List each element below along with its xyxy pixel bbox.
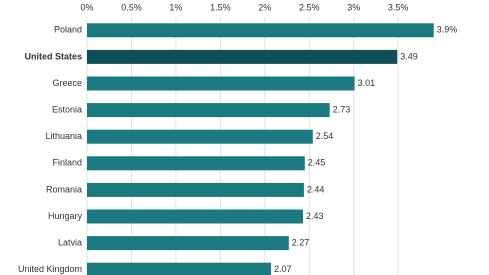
value-label: 2.45 bbox=[308, 158, 326, 168]
value-label: 2.07 bbox=[274, 264, 292, 274]
category-label: United Kingdom bbox=[18, 264, 82, 274]
bar bbox=[87, 49, 398, 64]
value-label: 2.27 bbox=[292, 237, 310, 247]
category-label: Hungary bbox=[48, 211, 83, 221]
category-label: United States bbox=[24, 51, 82, 61]
bar bbox=[87, 76, 355, 91]
value-label: 3.9% bbox=[437, 25, 458, 35]
value-label: 2.43 bbox=[306, 211, 324, 221]
bar bbox=[87, 129, 313, 144]
x-tick-label: 0% bbox=[80, 2, 93, 12]
x-tick-label: 3% bbox=[347, 2, 360, 12]
value-label: 3.01 bbox=[358, 78, 376, 88]
value-label: 2.54 bbox=[316, 131, 334, 141]
x-tick-label: 2.5% bbox=[299, 2, 320, 12]
x-tick-label: 3.5% bbox=[388, 2, 409, 12]
bar bbox=[87, 103, 330, 118]
bar bbox=[87, 236, 289, 251]
category-label: Estonia bbox=[52, 104, 82, 114]
category-label: Romania bbox=[46, 184, 82, 194]
value-label: 3.49 bbox=[400, 51, 418, 61]
bar bbox=[87, 182, 304, 197]
value-label: 2.73 bbox=[333, 104, 351, 114]
category-label: Finland bbox=[52, 158, 82, 168]
value-label: 2.44 bbox=[307, 184, 325, 194]
bar bbox=[87, 262, 272, 275]
bar bbox=[87, 209, 304, 224]
category-label: Greece bbox=[52, 78, 82, 88]
category-label: Poland bbox=[54, 25, 82, 35]
x-tick-label: 0.5% bbox=[121, 2, 142, 12]
x-tick-label: 2% bbox=[258, 2, 271, 12]
x-tick-label: 1.5% bbox=[210, 2, 231, 12]
category-label: Latvia bbox=[58, 237, 82, 247]
x-tick-label: 1% bbox=[169, 2, 182, 12]
bar bbox=[87, 23, 434, 38]
bar bbox=[87, 156, 305, 171]
category-label: Lithuania bbox=[45, 131, 82, 141]
